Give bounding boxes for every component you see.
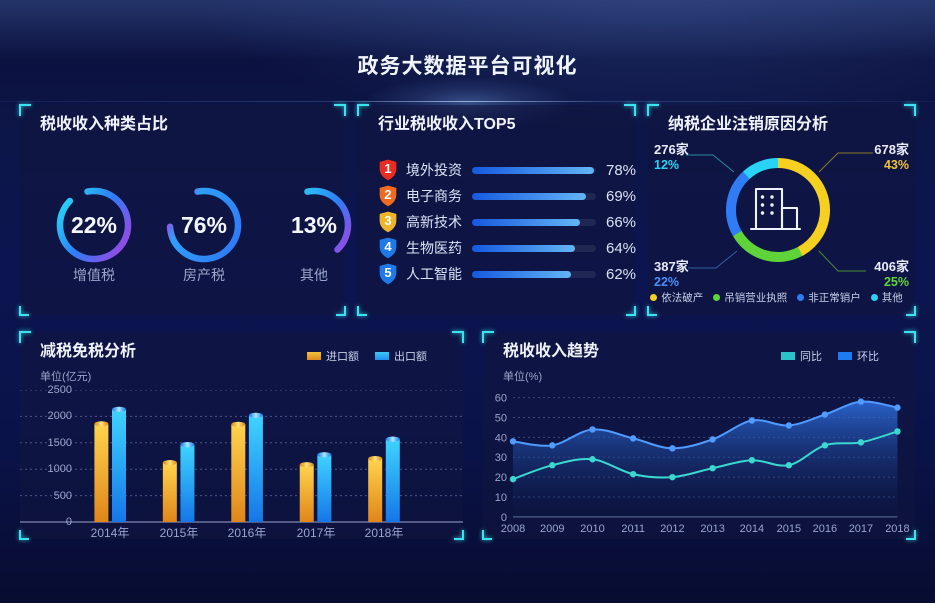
svg-text:2012: 2012 xyxy=(660,523,684,535)
svg-text:40: 40 xyxy=(495,432,507,444)
svg-text:50: 50 xyxy=(495,412,507,424)
svg-text:60: 60 xyxy=(495,393,507,405)
svg-text:2014: 2014 xyxy=(740,523,764,535)
svg-text:2016: 2016 xyxy=(813,523,837,535)
svg-text:2011: 2011 xyxy=(621,523,645,535)
svg-text:2015: 2015 xyxy=(777,523,801,535)
svg-text:30: 30 xyxy=(495,452,507,464)
svg-text:2009: 2009 xyxy=(540,523,564,535)
svg-text:0: 0 xyxy=(501,512,507,524)
svg-text:2013: 2013 xyxy=(700,523,724,535)
svg-text:2008: 2008 xyxy=(501,523,525,535)
svg-text:2018: 2018 xyxy=(885,523,909,535)
svg-text:2010: 2010 xyxy=(580,523,604,535)
svg-text:10: 10 xyxy=(495,492,507,504)
svg-text:20: 20 xyxy=(495,472,507,484)
svg-text:2017: 2017 xyxy=(849,523,873,535)
